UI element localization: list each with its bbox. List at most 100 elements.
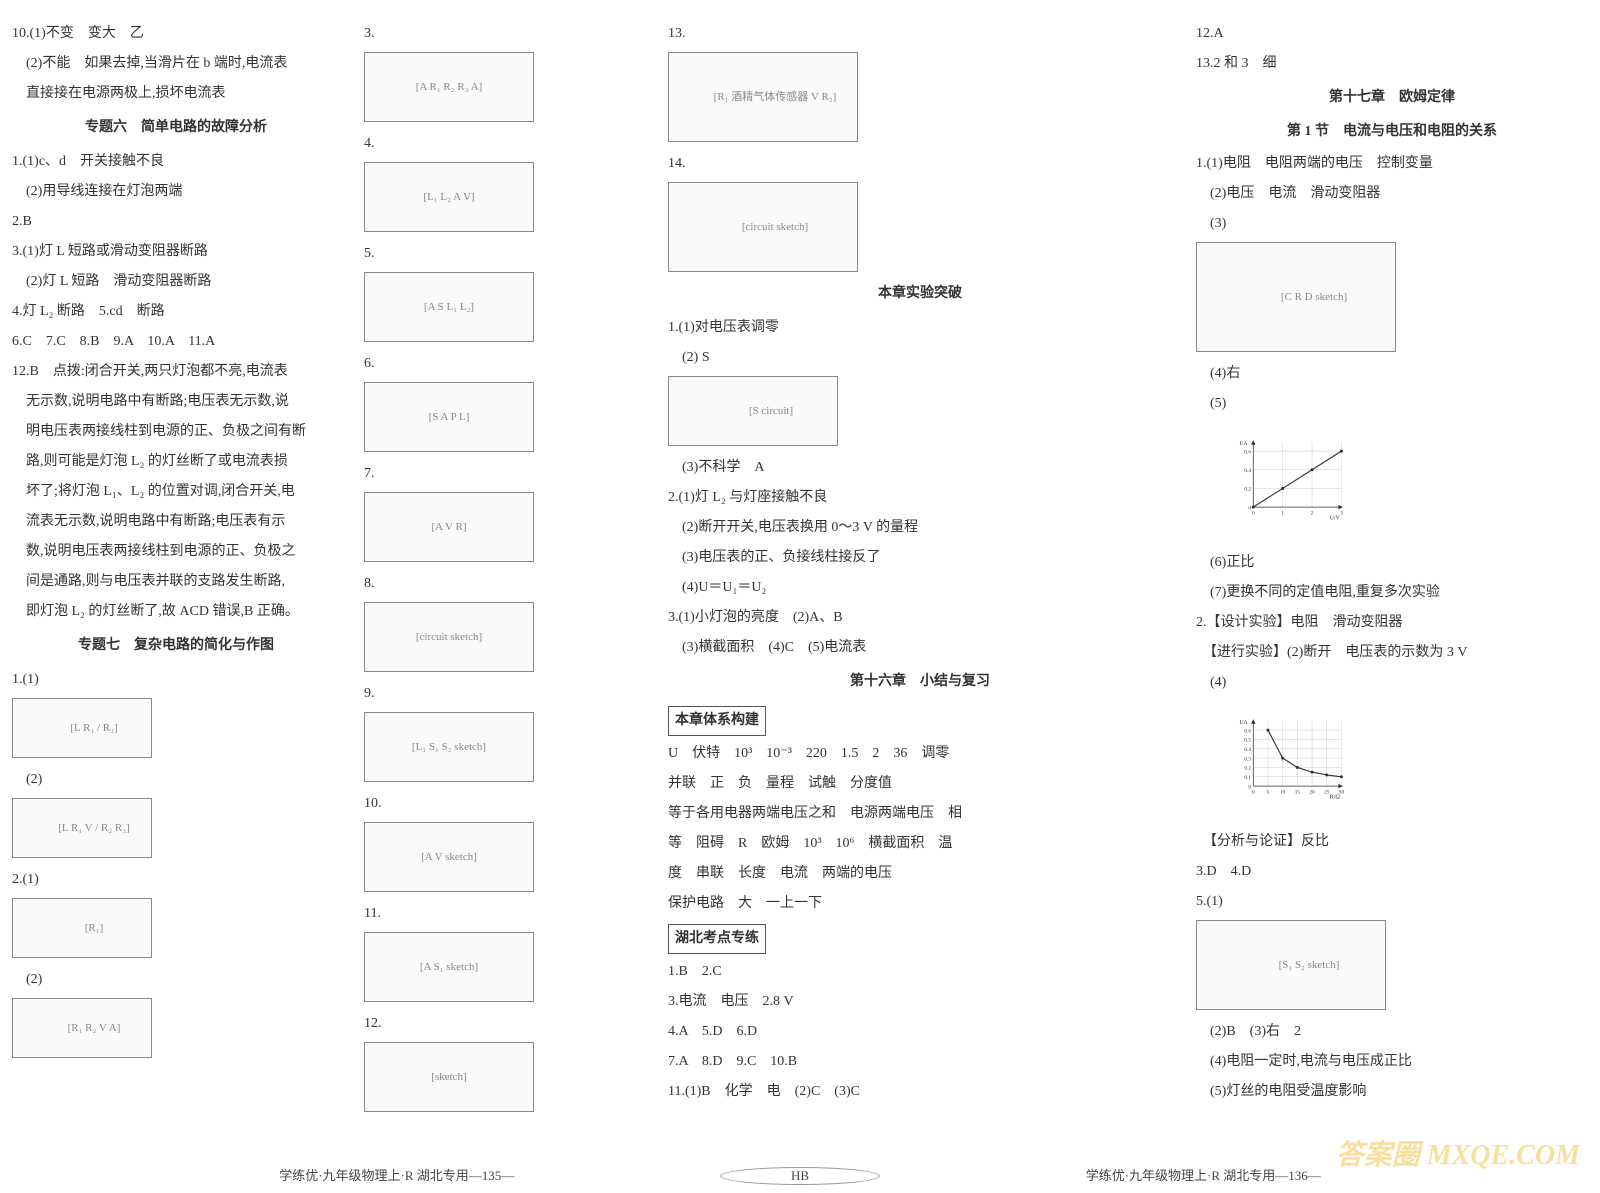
text-line: 2.B [12, 208, 340, 236]
section-heading: 本章实验突破 [668, 280, 1172, 308]
text-line: 3.(1)小灯泡的亮度 (2)A、B [668, 604, 1172, 632]
text-line: 保护电路 大 一上一下 [668, 890, 1172, 918]
footer-left: 学练优·九年级物理上·R 湖北专用—135— [77, 1165, 717, 1184]
text-line: 1.(1)对电压表调零 [668, 314, 1172, 342]
svg-text:10: 10 [1280, 790, 1286, 796]
footer-mid: HB [720, 1167, 880, 1185]
numbered-item: 4. [364, 130, 596, 158]
text-line: (2) [12, 966, 340, 994]
circuit-diagram-icon: [L₁ S₁ S₂ sketch] [364, 712, 534, 782]
circuit-diagram-icon: [S₁ S₂ sketch] [1196, 920, 1386, 1010]
text-line: (2) S [668, 344, 1172, 372]
text-line: (5)灯丝的电阻受温度影响 [1196, 1078, 1588, 1106]
boxed-heading: 本章体系构建 [668, 706, 766, 736]
text-line: (2)灯 L 短路 滑动变阻器断路 [12, 268, 340, 296]
page-root: 10.(1)不变 变大 乙 (2)不能 如果去掉,当滑片在 b 端时,电流表 直… [0, 0, 1600, 1193]
svg-text:0: 0 [1248, 784, 1251, 790]
text-line: 13.2 和 3 细 [1196, 50, 1588, 78]
circuit-diagram-icon: [sketch] [364, 1042, 534, 1112]
text-line: 3.(1)灯 L 短路或滑动变阻器断路 [12, 238, 340, 266]
text-line: 1.B 2.C [668, 958, 1172, 986]
circuit-diagram-icon: [R₁ 酒精气体传感器 V R₂] [668, 52, 858, 142]
circuit-diagram-icon: [A V R] [364, 492, 534, 562]
svg-text:0.2: 0.2 [1244, 766, 1251, 772]
svg-text:I/A: I/A [1240, 720, 1249, 726]
numbered-item: 10. [364, 790, 596, 818]
svg-text:20: 20 [1309, 790, 1315, 796]
svg-text:0.5: 0.5 [1244, 738, 1251, 744]
svg-text:3: 3 [1340, 511, 1343, 517]
text-line: 即灯泡 L₂ 的灯丝断了,故 ACD 错误,B 正确。 [12, 598, 340, 626]
svg-text:25: 25 [1324, 790, 1330, 796]
chapter-heading: 第十六章 小结与复习 [668, 668, 1172, 696]
topic-heading: 专题七 复杂电路的简化与作图 [12, 632, 340, 660]
text-line: 【进行实验】(2)断开 电压表的示数为 3 V [1196, 639, 1588, 667]
boxed-heading: 湖北考点专练 [668, 924, 766, 954]
circuit-diagram-icon: [R₁] [12, 898, 152, 958]
circuit-diagram-icon: [C R D sketch] [1196, 242, 1396, 352]
svg-text:0.6: 0.6 [1244, 728, 1251, 734]
numbered-item: 3. [364, 20, 596, 48]
text-line: (2)不能 如果去掉,当滑片在 b 端时,电流表 [12, 50, 340, 78]
text-line: 并联 正 负 量程 试触 分度值 [668, 770, 1172, 798]
text-line: (3) [1196, 210, 1588, 238]
numbered-item: 8. [364, 570, 596, 598]
text-line: 4.灯 L₂ 断路 5.cd 断路 [12, 298, 340, 326]
text-line: (6)正比 [1196, 549, 1588, 577]
text-line: (2)断开开关,电压表换用 0～3 V 的量程 [668, 514, 1172, 542]
text-line: (5) [1196, 390, 1588, 418]
text-line: (4)电阻一定时,电流与电压成正比 [1196, 1048, 1588, 1076]
svg-text:0.2: 0.2 [1244, 487, 1251, 493]
text-line: 等于各用电器两端电压之和 电源两端电压 相 [668, 800, 1172, 828]
svg-text:1: 1 [1281, 511, 1284, 517]
text-line: U 伏特 10³ 10⁻³ 220 1.5 2 36 调零 [668, 740, 1172, 768]
text-line: (2)用导线连接在灯泡两端 [12, 178, 340, 206]
text-line: 度 串联 长度 电流 两端的电压 [668, 860, 1172, 888]
text-line: 1.(1) [12, 666, 340, 694]
column-3: 13. [R₁ 酒精气体传感器 V R₂] 14. [circuit sketc… [608, 0, 1184, 1193]
circuit-diagram-icon: [L R₁ V / R₂ R₃] [12, 798, 152, 858]
numbered-item: 9. [364, 680, 596, 708]
text-line: 明电压表两接线柱到电源的正、负极之间有断 [12, 418, 340, 446]
numbered-item: 5. [364, 240, 596, 268]
svg-text:0: 0 [1248, 505, 1251, 511]
svg-text:5: 5 [1267, 790, 1270, 796]
svg-text:U/V: U/V [1329, 515, 1340, 521]
circuit-diagram-icon: [A V sketch] [364, 822, 534, 892]
column-1: 10.(1)不变 变大 乙 (2)不能 如果去掉,当滑片在 b 端时,电流表 直… [0, 0, 352, 1193]
column-2: 3.[A R₁ R₂ R₃ A]4.[L₁ L₂ A V]5.[A S L₁ L… [352, 0, 608, 1193]
text-line: 12.A [1196, 20, 1588, 48]
svg-text:0.4: 0.4 [1244, 747, 1251, 753]
svg-text:R/Ω: R/Ω [1330, 794, 1341, 800]
column-4: 12.A 13.2 和 3 细 第十七章 欧姆定律 第 1 节 电流与电压和电阻… [1184, 0, 1600, 1193]
svg-text:0: 0 [1252, 511, 1255, 517]
topic-heading: 专题六 简单电路的故障分析 [12, 114, 340, 142]
text-line: 3.D 4.D [1196, 858, 1588, 886]
text-line: (3)电压表的正、负接线柱接反了 [668, 544, 1172, 572]
text-line: 14. [668, 150, 1172, 178]
text-line: 12.B 点拨:闭合开关,两只灯泡都不亮,电流表 [12, 358, 340, 386]
line-chart: 012300.20.40.6U/VI/A [1196, 424, 1346, 534]
text-line: (2) [12, 766, 340, 794]
watermark: 答案圈 MXQE.COM [1336, 1133, 1580, 1173]
text-line: 数,说明电压表两接线柱到电源的正、负极之 [12, 538, 340, 566]
svg-text:0.6: 0.6 [1244, 449, 1251, 455]
circuit-diagram-icon: [S circuit] [668, 376, 838, 446]
text-line: 7.A 8.D 9.C 10.B [668, 1048, 1172, 1076]
text-line: (3)不科学 A [668, 454, 1172, 482]
circuit-diagram-icon: [circuit sketch] [668, 182, 858, 272]
numbered-item: 12. [364, 1010, 596, 1038]
text-line: 2.(1)灯 L₂ 与灯座接触不良 [668, 484, 1172, 512]
svg-text:0.1: 0.1 [1244, 775, 1251, 781]
circuit-diagram-icon: [A R₁ R₂ R₃ A] [364, 52, 534, 122]
text-line: (4)U＝U₁＝U₂ [668, 574, 1172, 602]
section-heading: 第 1 节 电流与电压和电阻的关系 [1196, 118, 1588, 146]
svg-text:0: 0 [1252, 790, 1255, 796]
text-line: (4)右 [1196, 360, 1588, 388]
circuit-diagram-icon: [A S L₁ L₂] [364, 272, 534, 342]
svg-text:0.4: 0.4 [1244, 468, 1251, 474]
text-line: 5.(1) [1196, 888, 1588, 916]
circuit-diagram-icon: [S A P L] [364, 382, 534, 452]
text-line: 直接接在电源两极上,损坏电流表 [12, 80, 340, 108]
chapter-heading: 第十七章 欧姆定律 [1196, 84, 1588, 112]
